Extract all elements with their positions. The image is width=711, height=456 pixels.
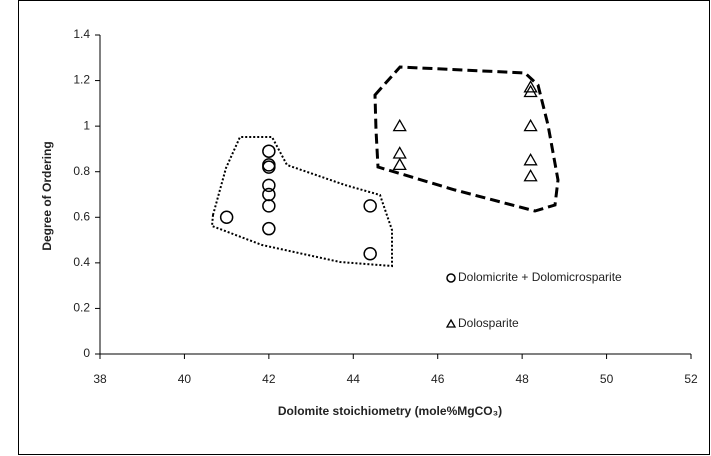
legend-marker [446, 273, 456, 283]
y-axis-label: Degree of Ordering [40, 141, 54, 250]
point [262, 199, 276, 213]
point [262, 160, 276, 174]
x-tick-label: 38 [93, 372, 107, 386]
point [219, 210, 234, 225]
point [363, 199, 377, 213]
point [392, 146, 407, 159]
x-tick-label: 50 [600, 372, 614, 386]
group-outline [373, 65, 560, 213]
point [363, 246, 377, 261]
y-tick-label: 0.6 [73, 209, 90, 223]
point [523, 80, 538, 93]
y-tick-label: 1.4 [73, 27, 90, 41]
x-tick-label: 46 [431, 372, 445, 386]
point [523, 84, 538, 98]
x-tick-label: 40 [178, 372, 192, 386]
legend-marker [445, 318, 457, 328]
y-tick-label: 0 [83, 346, 90, 360]
point [262, 221, 276, 236]
x-tick-label: 48 [515, 372, 529, 386]
y-tick-label: 1 [83, 118, 90, 132]
x-tick-label: 44 [347, 372, 361, 386]
y-tick-label: 0.2 [73, 301, 90, 315]
y-tick-label: 1.2 [73, 73, 90, 87]
point [262, 144, 276, 158]
chart-border [18, 0, 710, 455]
point [262, 178, 276, 193]
point [523, 118, 538, 132]
x-axis-label: Dolomite stoichiometry (mole%MgCO₃) [278, 404, 502, 418]
x-tick-label: 52 [684, 372, 698, 386]
y-tick-label: 0.8 [73, 164, 90, 178]
group-outline [210, 136, 393, 268]
point [523, 153, 538, 166]
legend-label: Dolomicrite + Dolomicrosparite [458, 270, 622, 284]
point [392, 118, 407, 132]
x-tick-label: 42 [262, 372, 276, 386]
point [392, 157, 407, 171]
legend-label: Dolosparite [458, 316, 519, 330]
point [523, 168, 538, 182]
point [262, 187, 276, 202]
y-tick-label: 0.4 [73, 255, 90, 269]
